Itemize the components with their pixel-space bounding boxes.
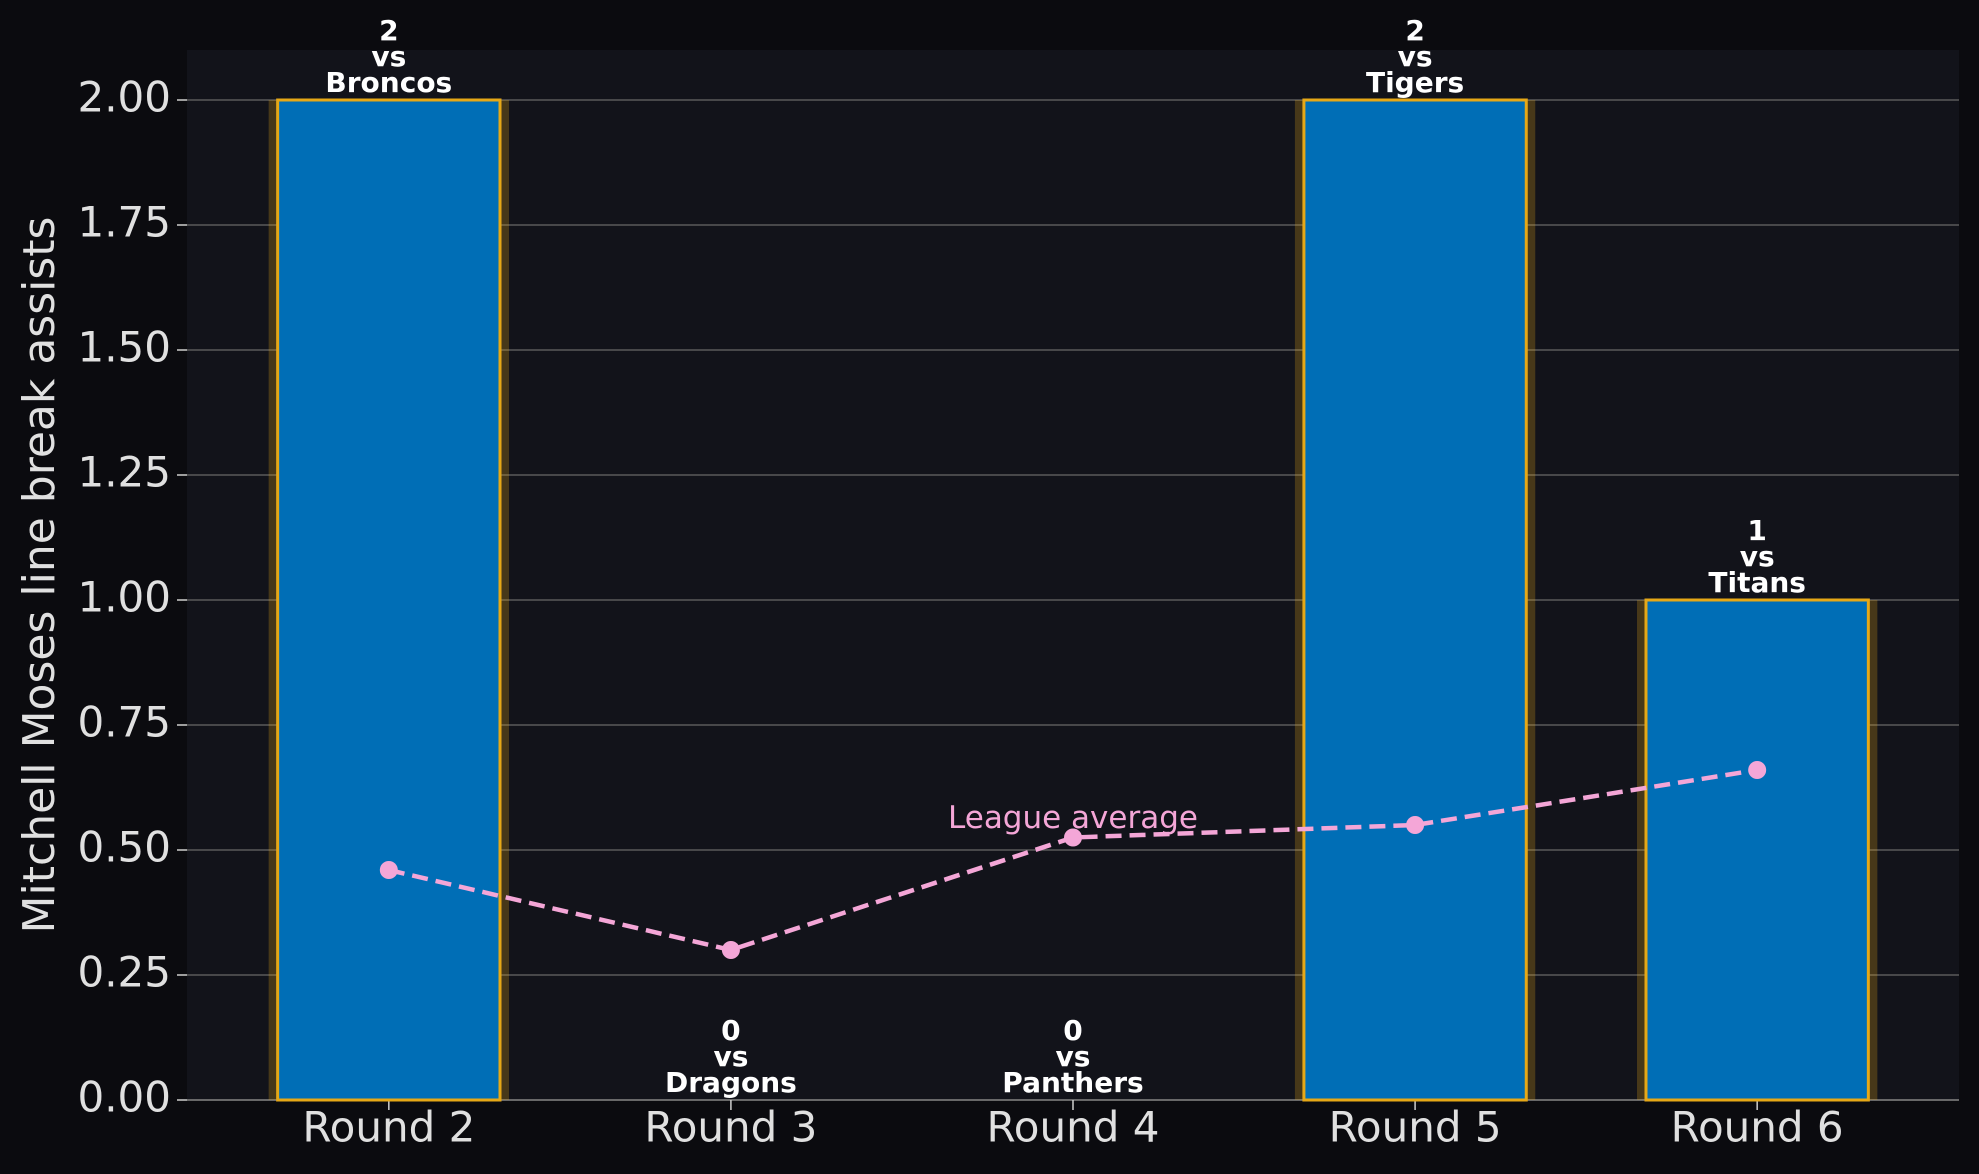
y-tick-label: 0.00: [77, 1073, 171, 1122]
value-label-connector: vs: [1740, 540, 1775, 573]
value-label-opponent: Titans: [1708, 566, 1806, 599]
average-marker: [721, 941, 740, 959]
bar: [1644, 598, 1870, 1102]
bar: [276, 98, 502, 1102]
average-marker: [1406, 816, 1425, 834]
value-label: 0: [1063, 1014, 1082, 1047]
value-label-opponent: Dragons: [665, 1066, 797, 1099]
y-tick-label: 2.00: [77, 73, 171, 122]
value-label-connector: vs: [713, 1040, 748, 1073]
bar: [1302, 98, 1528, 1102]
value-label-opponent: Tigers: [1366, 66, 1464, 99]
x-tick-label: Round 4: [987, 1103, 1160, 1152]
value-label-connector: vs: [1398, 40, 1433, 73]
y-tick-label: 1.75: [77, 198, 171, 247]
y-tick-label: 1.50: [77, 323, 171, 372]
y-tick-label: 0.75: [77, 698, 171, 747]
average-marker: [1748, 761, 1767, 779]
x-tick-label: Round 2: [302, 1103, 475, 1152]
x-tick-label: Round 5: [1329, 1103, 1502, 1152]
value-label: 1: [1747, 514, 1766, 547]
value-label-opponent: Broncos: [325, 66, 452, 99]
y-tick-label: 1.25: [77, 448, 171, 497]
value-label: 0: [721, 1014, 740, 1047]
value-label: 2: [379, 14, 398, 47]
y-tick-label: 0.25: [77, 948, 171, 997]
value-label-connector: vs: [1056, 1040, 1091, 1073]
average-marker: [379, 861, 398, 879]
x-tick-label: Round 6: [1671, 1103, 1844, 1152]
y-tick-label: 0.50: [77, 823, 171, 872]
value-label-connector: vs: [371, 40, 406, 73]
value-label: 2: [1405, 14, 1424, 47]
value-label-opponent: Panthers: [1002, 1066, 1143, 1099]
average-annotation: League average: [948, 800, 1198, 836]
y-tick-label: 1.00: [77, 573, 171, 622]
x-tick-label: Round 3: [644, 1103, 817, 1152]
average-marker: [1064, 828, 1082, 847]
y-axis-label: Mitchell Moses line break assists: [14, 217, 65, 934]
